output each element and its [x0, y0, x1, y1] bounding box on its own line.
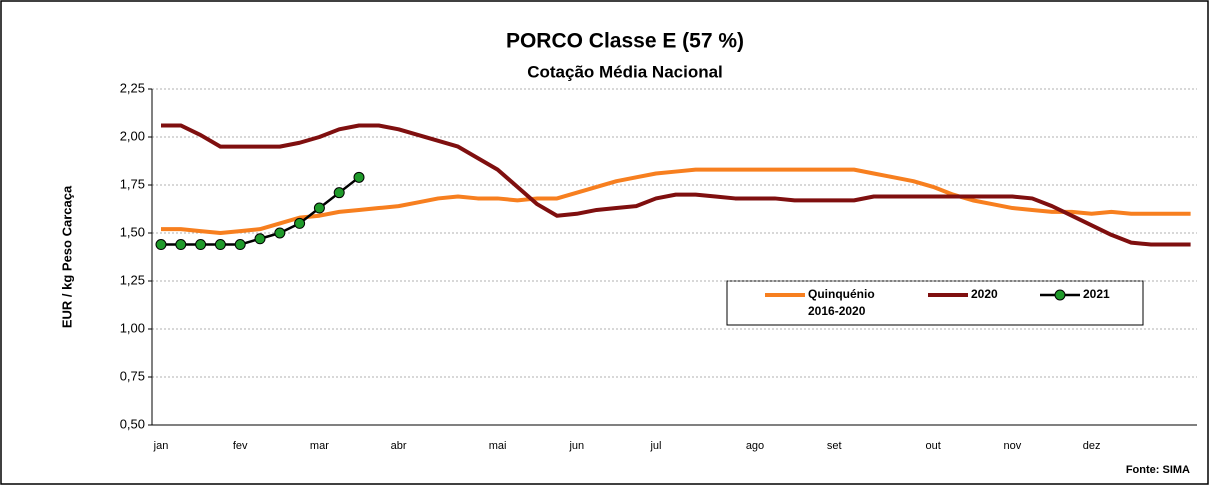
legend-label: 2020 [971, 287, 998, 301]
y-tick-label: 0,75 [120, 368, 145, 383]
series-marker [234, 239, 246, 251]
series-marker [254, 233, 266, 245]
series-marker [353, 171, 365, 183]
x-tick-label: fev [233, 440, 248, 452]
x-tick-label: mar [310, 440, 329, 452]
series-line [161, 123, 1191, 247]
y-tick-label: 1,00 [120, 320, 145, 335]
y-axis-label: EUR / kg Peso Carcaça [59, 185, 74, 328]
x-tick-label: jul [649, 440, 661, 452]
chart-title: PORCO Classe E (57 %) [506, 30, 744, 53]
x-tick-label: set [827, 440, 842, 452]
y-tick-label: 1,50 [120, 224, 145, 239]
series-marker [195, 239, 207, 251]
legend-label: Quinquénio 2016-2020 [808, 287, 875, 318]
y-tick-label: 0,50 [120, 416, 145, 431]
x-tick-label: dez [1083, 440, 1101, 452]
series-marker [333, 187, 345, 199]
series-marker [175, 239, 187, 251]
series-line [161, 167, 1191, 235]
series-marker [294, 217, 306, 229]
x-tick-label: nov [1004, 440, 1022, 452]
x-tick-label: jan [153, 440, 169, 452]
x-tick-label: mai [489, 440, 507, 452]
y-tick-label: 1,25 [120, 272, 145, 287]
series-marker [214, 239, 226, 251]
y-tick-label: 2,25 [120, 80, 145, 95]
source: Fonte: SIMA [1126, 464, 1190, 476]
legend-marker [1054, 289, 1066, 301]
x-tick-label: ago [746, 440, 764, 452]
chart-subtitle: Cotação Média Nacional [527, 62, 723, 81]
y-tick-label: 1,75 [120, 176, 145, 191]
y-tick-label: 2,00 [120, 128, 145, 143]
series-marker [274, 227, 286, 239]
series-marker [313, 202, 325, 214]
legend-label: 2021 [1083, 287, 1110, 301]
series-marker [155, 239, 167, 251]
x-tick-label: out [926, 440, 941, 452]
legend-box [726, 280, 1144, 326]
x-tick-label: abr [391, 440, 407, 452]
x-tick-label: jun [568, 440, 584, 452]
